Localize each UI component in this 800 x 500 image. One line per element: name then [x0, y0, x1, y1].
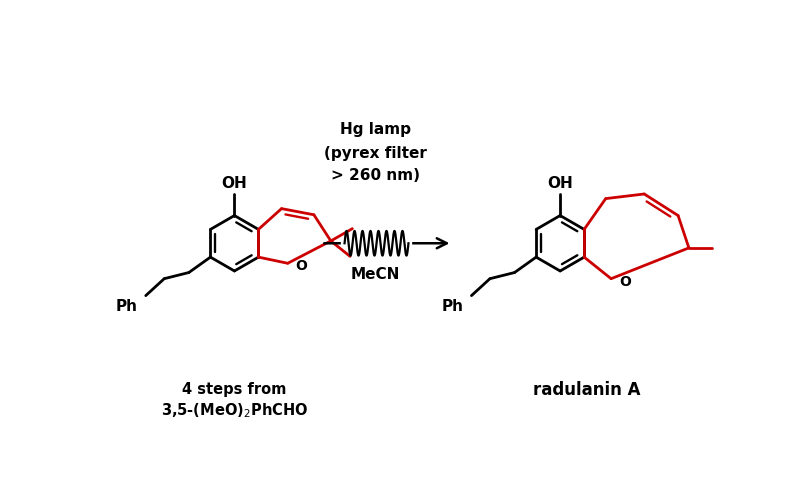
Text: Ph: Ph: [442, 300, 464, 314]
Text: (pyrex filter: (pyrex filter: [324, 146, 426, 162]
Text: MeCN: MeCN: [350, 266, 400, 281]
Text: Ph: Ph: [116, 300, 138, 314]
Text: 3,5-(MeO)$_2$PhCHO: 3,5-(MeO)$_2$PhCHO: [161, 401, 308, 419]
Text: OH: OH: [222, 176, 247, 191]
Text: > 260 nm): > 260 nm): [331, 168, 420, 183]
Text: O: O: [295, 258, 307, 272]
Text: OH: OH: [547, 176, 573, 191]
Text: 4 steps from: 4 steps from: [182, 382, 286, 397]
Text: Hg lamp: Hg lamp: [340, 122, 411, 137]
Text: O: O: [619, 275, 630, 289]
Text: radulanin A: radulanin A: [534, 380, 641, 398]
